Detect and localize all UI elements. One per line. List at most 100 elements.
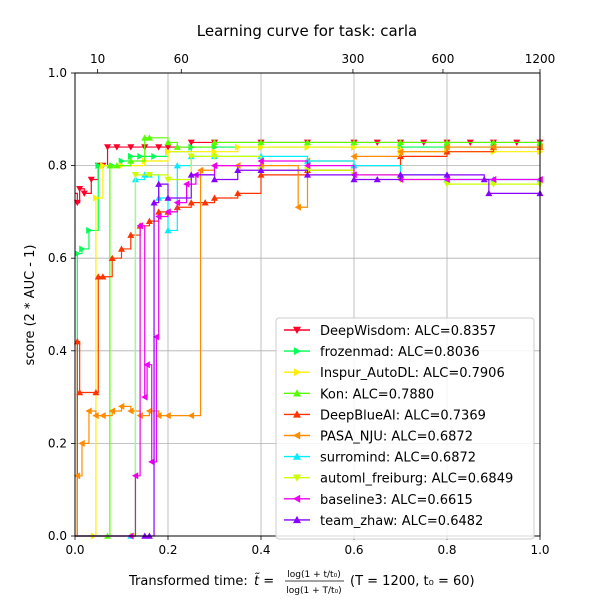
data-point	[211, 162, 218, 170]
legend-item: DeepWisdom: ALC=0.8357	[284, 324, 496, 339]
data-point	[92, 412, 99, 420]
legend-label: Inspur_AutoDL: ALC=0.7906	[320, 366, 505, 381]
data-point	[187, 412, 195, 420]
data-point	[155, 208, 163, 215]
x-tick-label: 0.6	[344, 543, 363, 557]
x-tick-label: 0.0	[65, 543, 84, 557]
data-point	[443, 171, 451, 178]
data-point	[234, 189, 242, 197]
x-axis-label: Transformed time: t̃ = log(1 + t/t₀) log…	[128, 570, 475, 596]
legend: DeepWisdom: ALC=0.8357 frozenmad: ALC=0.8…	[275, 317, 535, 540]
data-point	[490, 175, 497, 183]
legend-item: Kon: ALC=0.7880	[284, 387, 434, 402]
top-tick-label: 1200	[525, 52, 556, 66]
legend-marker	[293, 326, 301, 334]
data-point	[373, 175, 381, 183]
data-point	[99, 273, 107, 280]
x-axis-label-tilde: t̃ =	[254, 574, 274, 589]
series-group	[73, 134, 544, 540]
legend-item: frozenmad: ALC=0.8036	[284, 345, 480, 360]
y-tick-label: 0.6	[48, 251, 67, 265]
x-axis-label-params: (T = 1200, t₀ = 60)	[350, 574, 475, 589]
data-point	[145, 134, 153, 141]
data-point	[78, 439, 85, 447]
data-point	[351, 143, 358, 151]
data-point	[73, 199, 81, 207]
legend-marker	[293, 410, 301, 418]
data-point	[79, 245, 86, 253]
data-point	[490, 143, 497, 151]
top-tick-label: 60	[174, 52, 189, 66]
series-line	[75, 146, 540, 537]
data-point	[187, 139, 195, 146]
data-point	[304, 138, 311, 146]
x-tick-label: 0.4	[251, 543, 270, 557]
data-point	[131, 172, 139, 179]
data-point	[257, 166, 265, 174]
data-point	[211, 138, 218, 146]
data-point	[104, 144, 112, 151]
data-point	[145, 172, 153, 179]
data-point	[155, 213, 162, 221]
y-tick-label: 0.4	[48, 344, 67, 358]
data-point	[397, 138, 404, 146]
data-point	[141, 393, 148, 401]
data-point	[137, 152, 144, 160]
data-point	[397, 171, 404, 178]
data-point	[187, 199, 195, 206]
legend-label: surromind: ALC=0.6872	[320, 451, 476, 466]
data-point	[164, 226, 172, 234]
data-point	[304, 143, 311, 151]
data-point	[258, 143, 265, 151]
legend-marker	[293, 347, 301, 356]
legend-label: DeepBlueAI: ALC=0.7369	[320, 408, 486, 423]
legend-item: automl_freiburg: ALC=0.6849	[284, 472, 513, 487]
chart-title: Learning curve for task: carla	[197, 22, 417, 40]
data-point	[490, 181, 497, 188]
data-point	[80, 190, 88, 197]
x-tick-label: 0.2	[158, 543, 177, 557]
x-axis-ticks: 0.0 0.2 0.4 0.6 0.8 1.0	[65, 536, 550, 557]
y-axis-ticks: 0.0 0.2 0.4 0.6 0.8 1.0	[48, 66, 75, 543]
data-point	[127, 231, 135, 238]
legend-label: Kon: ALC=0.7880	[320, 387, 434, 402]
data-point	[165, 148, 172, 156]
data-point	[150, 199, 158, 206]
data-point	[257, 171, 265, 178]
data-point	[173, 162, 181, 169]
legend-label: DeepWisdom: ALC=0.8357	[320, 324, 496, 339]
data-point	[350, 152, 357, 160]
data-point	[155, 144, 163, 151]
data-point	[443, 175, 450, 183]
data-point	[86, 226, 93, 234]
x-axis-label-main: Transformed time:	[128, 574, 248, 589]
data-point	[118, 157, 125, 165]
data-point	[350, 138, 358, 146]
data-point	[99, 412, 106, 420]
data-point	[164, 144, 172, 151]
data-point	[94, 273, 102, 280]
legend-item: surromind: ALC=0.6872	[284, 451, 476, 466]
data-point	[211, 194, 218, 201]
data-point	[73, 472, 81, 480]
series-8	[75, 157, 543, 540]
x-axis-label-numerator: log(1 + t/t₀)	[287, 570, 340, 580]
data-point	[443, 181, 451, 188]
data-point	[127, 407, 134, 415]
data-point	[201, 199, 209, 206]
data-point	[95, 162, 102, 170]
data-point	[164, 208, 171, 216]
data-point	[173, 143, 181, 150]
y-tick-label: 0.2	[48, 436, 67, 450]
data-point	[108, 407, 115, 415]
data-point	[108, 254, 116, 261]
data-point	[113, 162, 121, 169]
data-point	[152, 333, 160, 341]
x-tick-label: 1.0	[530, 543, 549, 557]
data-point	[211, 148, 218, 156]
legend-label: PASA_NJU: ALC=0.6872	[320, 430, 473, 445]
top-axis-ticks: 10 60 300 600 1200	[90, 52, 555, 73]
legend-marker	[293, 389, 301, 397]
data-point	[118, 245, 125, 252]
